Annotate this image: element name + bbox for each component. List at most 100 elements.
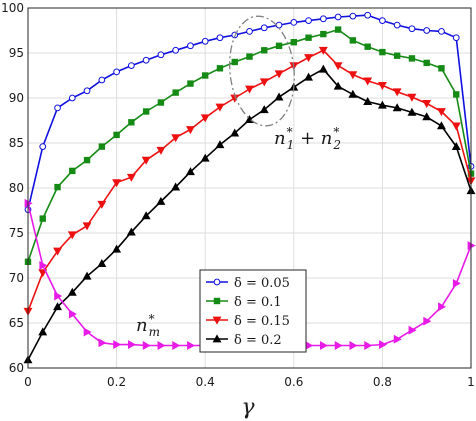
- data-point: [453, 91, 460, 98]
- x-tick-label: 0: [24, 375, 32, 389]
- data-point: [83, 87, 91, 95]
- data-point: [67, 231, 77, 240]
- data-point: [349, 12, 357, 20]
- data-point: [216, 34, 224, 42]
- x-tick-label: 0.4: [196, 375, 215, 389]
- data-point: [451, 141, 461, 150]
- data-point: [127, 62, 135, 69]
- data-point: [98, 76, 106, 84]
- data-point: [377, 100, 387, 109]
- data-point: [318, 46, 328, 55]
- data-point: [54, 104, 61, 112]
- data-point: [185, 167, 195, 176]
- data-point: [157, 99, 165, 106]
- tick-labels: 0 0.2 0.4 0.6 0.8 1 60 65 70 75 80 85 90 95 100: [1, 1, 475, 389]
- data-point: [333, 81, 343, 90]
- data-point: [112, 179, 122, 188]
- data-point: [393, 52, 401, 59]
- data-point: [318, 64, 328, 73]
- data-point: [113, 131, 120, 139]
- data-point: [67, 287, 77, 296]
- data-point: [452, 278, 461, 288]
- data-point: [171, 182, 181, 191]
- x-tick-label: 0.8: [373, 375, 392, 389]
- data-point: [215, 103, 225, 112]
- x-tick-label: 0.6: [284, 375, 303, 389]
- data-point: [82, 271, 92, 280]
- data-point: [201, 37, 209, 45]
- data-point: [408, 25, 416, 33]
- data-point: [259, 78, 269, 87]
- data-point: [68, 94, 76, 102]
- data-point: [157, 51, 165, 59]
- data-point: [334, 26, 342, 33]
- data-point: [142, 341, 151, 350]
- data-point: [305, 34, 312, 41]
- data-point: [113, 340, 122, 350]
- series-1: [24, 11, 475, 213]
- data-point: [274, 92, 284, 101]
- annotation-n1-sup: *: [287, 125, 293, 139]
- y-tick-label: 60: [9, 361, 24, 375]
- data-point: [98, 143, 106, 150]
- data-point: [245, 85, 254, 94]
- annotation-n2-sup: *: [333, 125, 339, 139]
- data-point: [423, 316, 432, 326]
- data-point: [364, 43, 371, 50]
- data-point: [259, 105, 269, 114]
- series-3: [23, 46, 476, 316]
- data-point: [212, 334, 222, 343]
- data-point: [142, 108, 150, 115]
- data-point: [83, 156, 91, 164]
- legend-label: δ = 0.05: [234, 276, 290, 291]
- data-point: [349, 37, 357, 44]
- x-tick-label: 0.2: [107, 375, 126, 389]
- x-axis-label: γ: [241, 395, 255, 420]
- data-point: [377, 82, 387, 91]
- data-point: [172, 89, 179, 96]
- data-point: [187, 80, 194, 87]
- data-point: [187, 341, 196, 350]
- data-point: [141, 156, 151, 165]
- data-point: [187, 42, 194, 50]
- annotation-nm-sup: *: [149, 312, 155, 326]
- data-point: [408, 325, 417, 335]
- data-point: [157, 341, 166, 350]
- data-point: [230, 128, 240, 137]
- y-tick-label: 85: [9, 136, 24, 150]
- data-point: [379, 340, 388, 350]
- data-point: [97, 258, 107, 267]
- data-point: [452, 34, 460, 42]
- data-point: [82, 222, 92, 231]
- data-point: [422, 112, 432, 121]
- annotation-n1-plus-n2: n* 1 + n* 2: [274, 125, 341, 152]
- data-point: [246, 28, 253, 35]
- x-tick-label: 1: [467, 375, 475, 389]
- data-point: [438, 302, 447, 312]
- data-point: [69, 167, 76, 175]
- data-point: [98, 338, 107, 348]
- data-point: [172, 341, 181, 350]
- data-point: [171, 134, 181, 143]
- data-point: [126, 227, 136, 236]
- data-point: [423, 27, 431, 34]
- data-point: [54, 291, 63, 301]
- data-point: [53, 302, 62, 311]
- data-point: [408, 55, 416, 62]
- data-point: [437, 108, 446, 117]
- data-point: [126, 173, 136, 182]
- annotation-n1-base: n: [274, 128, 286, 149]
- data-point: [38, 327, 48, 336]
- legend: δ = 0.05 δ = 0.1 δ = 0.15 δ = 0.2: [199, 269, 307, 353]
- data-point: [185, 126, 195, 135]
- data-point: [319, 341, 328, 350]
- annotation-n2-base: n: [321, 128, 333, 149]
- data-point: [438, 28, 445, 35]
- data-point: [53, 247, 62, 256]
- annotation-n1-sub: 1: [287, 138, 295, 152]
- data-point: [319, 15, 327, 23]
- data-point: [39, 215, 46, 222]
- annotation-nm-sub: m: [149, 325, 160, 339]
- data-point: [275, 42, 283, 49]
